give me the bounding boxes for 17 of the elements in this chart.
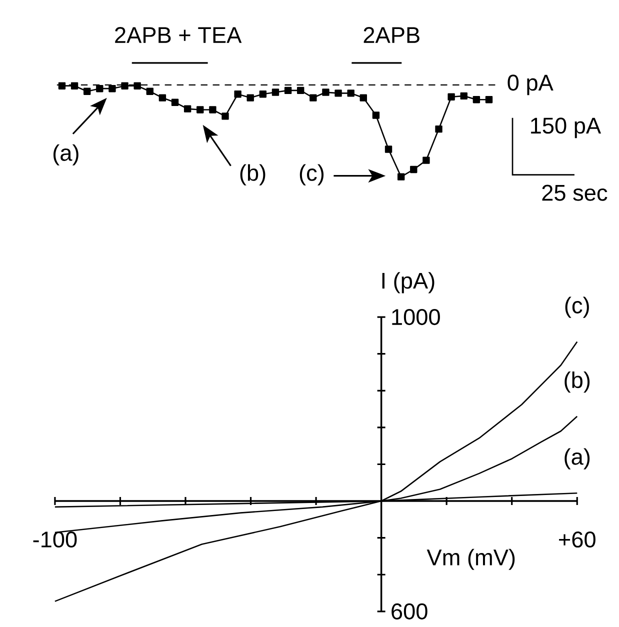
- x-tick-label: +60: [558, 531, 596, 548]
- annotation: (b): [240, 164, 265, 186]
- text: 150 pA: [530, 118, 601, 138]
- x-axis-title: Vm (mV): [426, 548, 514, 570]
- y-tick-label: 600: [391, 603, 428, 620]
- series-label: (a): [564, 448, 590, 470]
- series-label: (b): [564, 372, 590, 393]
- text: 2APB: [364, 27, 420, 43]
- text: 25 sec: [542, 184, 607, 201]
- y-tick-label: 1000: [392, 309, 440, 326]
- text: 2APB + TEA: [114, 27, 242, 43]
- series-label: (c): [565, 296, 589, 318]
- x-tick-label: -100: [33, 531, 77, 548]
- annotation: (c): [300, 164, 324, 186]
- ref-line-label: 0 pA: [508, 74, 554, 96]
- y-axis-title: I (pA): [382, 272, 434, 294]
- annotation: (a): [53, 144, 78, 166]
